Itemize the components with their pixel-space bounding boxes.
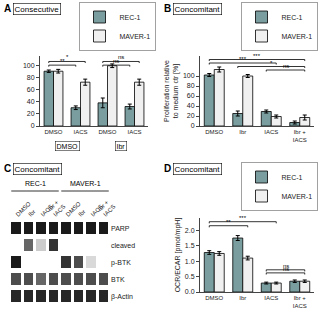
svg-text:20: 20 [187, 112, 195, 119]
svg-text:IACS: IACS [264, 295, 278, 301]
svg-text:0: 0 [31, 122, 35, 129]
svg-text:DMSO: DMSO [15, 200, 32, 217]
svg-text:MAVER-1: MAVER-1 [282, 33, 313, 40]
svg-text:*: * [270, 60, 273, 66]
svg-text:REC-1: REC-1 [25, 180, 46, 187]
svg-text:IACS: IACS [264, 129, 278, 135]
svg-text:C: C [4, 163, 11, 174]
svg-text:ns: ns [283, 266, 289, 272]
svg-text:Ibr: Ibr [77, 208, 86, 217]
svg-text:0.0: 0.0 [185, 288, 195, 295]
svg-text:D: D [164, 163, 171, 174]
svg-text:80: 80 [187, 82, 195, 89]
svg-text:β-Actin: β-Actin [111, 293, 133, 301]
svg-text:PARP: PARP [111, 225, 130, 232]
svg-text:DMSO: DMSO [57, 143, 79, 150]
svg-text:IACS: IACS [127, 129, 141, 135]
svg-text:ns: ns [283, 63, 289, 69]
svg-text:MAVER-1: MAVER-1 [70, 180, 101, 187]
svg-text:0.5: 0.5 [185, 273, 195, 280]
svg-text:DMSO: DMSO [205, 129, 223, 135]
svg-text:Ibr: Ibr [27, 208, 36, 217]
svg-text:IACS: IACS [40, 203, 54, 217]
svg-text:DMSO: DMSO [45, 129, 63, 135]
svg-text:20: 20 [27, 110, 35, 117]
svg-text:cleaved: cleaved [111, 242, 135, 249]
svg-text:1.0: 1.0 [185, 258, 195, 265]
svg-text:Ibr +IACS: Ibr +IACS [293, 295, 307, 309]
svg-text:B: B [164, 3, 171, 14]
svg-text:60: 60 [187, 92, 195, 99]
svg-text:***: *** [253, 53, 261, 59]
svg-text:p-BTK: p-BTK [111, 259, 131, 267]
svg-text:MAVER-1: MAVER-1 [282, 193, 313, 200]
svg-text:***: *** [239, 215, 247, 221]
svg-text:1.5: 1.5 [185, 242, 195, 249]
svg-text:Concomitant: Concomitant [175, 5, 221, 14]
svg-text:ns: ns [283, 263, 289, 269]
svg-text:OCR/ECAR [pmol/mpH]: OCR/ECAR [pmol/mpH] [174, 218, 182, 293]
svg-text:**: ** [60, 58, 65, 64]
svg-text:40: 40 [187, 102, 195, 109]
svg-text:BTK: BTK [111, 276, 125, 283]
svg-text:IACS: IACS [90, 203, 104, 217]
svg-text:ns: ns [113, 58, 119, 64]
svg-text:2.0: 2.0 [185, 227, 195, 234]
svg-text:Ibr +IACS: Ibr +IACS [293, 129, 307, 143]
svg-text:DMSO: DMSO [205, 295, 223, 301]
svg-text:Ibr: Ibr [239, 129, 246, 135]
svg-text:*: * [66, 54, 69, 60]
svg-text:Consecutive: Consecutive [15, 5, 60, 14]
svg-text:60: 60 [27, 86, 35, 93]
svg-text:A: A [4, 3, 11, 14]
svg-text:REC-1: REC-1 [282, 174, 303, 181]
svg-text:0: 0 [191, 122, 195, 129]
svg-text:Concomitant: Concomitant [15, 165, 61, 174]
svg-text:REC-1: REC-1 [282, 14, 303, 21]
svg-text:100: 100 [23, 62, 35, 69]
svg-text:ns: ns [118, 54, 124, 60]
svg-text:Ibr +IACS: Ibr +IACS [97, 198, 117, 218]
svg-text:DMSO: DMSO [99, 129, 117, 135]
svg-text:Concomitant: Concomitant [175, 165, 221, 174]
svg-text:Ibr +IACS: Ibr +IACS [47, 198, 67, 218]
svg-text:IACS: IACS [73, 129, 87, 135]
svg-text:***: *** [239, 56, 247, 62]
svg-text:Ibr: Ibr [117, 143, 126, 150]
svg-text:80: 80 [27, 74, 35, 81]
svg-text:**: ** [226, 219, 231, 225]
svg-text:Ibr: Ibr [239, 295, 246, 301]
svg-text:40: 40 [27, 98, 35, 105]
svg-text:Proliferation relativeto mediu: Proliferation relativeto medium ctr [%] [163, 60, 180, 122]
svg-text:REC-1: REC-1 [120, 14, 141, 21]
svg-text:100: 100 [183, 72, 195, 79]
svg-text:DMSO: DMSO [65, 200, 82, 217]
svg-text:MAVER-1: MAVER-1 [120, 33, 151, 40]
